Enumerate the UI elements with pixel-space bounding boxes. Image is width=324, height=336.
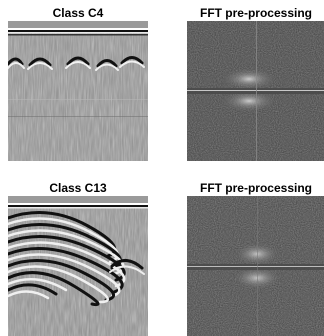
- fft-image-c4: [187, 21, 324, 161]
- title-class-c13: Class C13: [49, 181, 107, 195]
- radargram-image-c13: [8, 196, 148, 336]
- fft-image-c13: [187, 196, 324, 336]
- radargram-image-c4: [8, 21, 148, 161]
- title-class-c4: Class C4: [52, 6, 104, 20]
- title-fft-c13: FFT pre-processing: [199, 181, 312, 195]
- title-fft-c4: FFT pre-processing: [199, 6, 312, 20]
